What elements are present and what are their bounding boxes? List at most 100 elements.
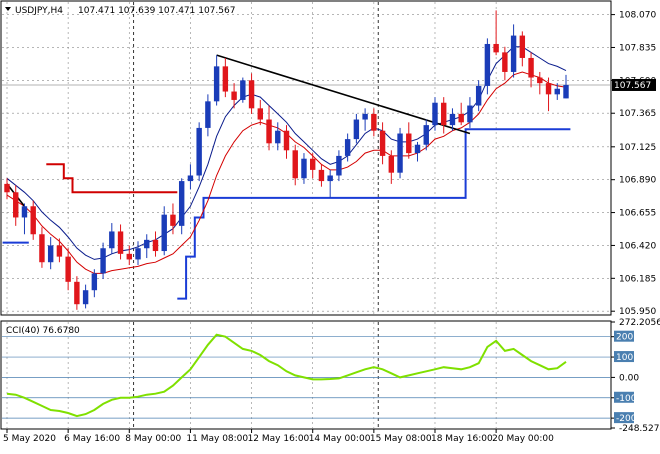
candle-bear bbox=[117, 231, 124, 254]
last-price-tag bbox=[612, 78, 656, 91]
candle-bull bbox=[240, 80, 246, 100]
candle-bull bbox=[144, 239, 150, 249]
candle-bull bbox=[91, 273, 98, 291]
time-tick-label: 12 May 16:00 bbox=[248, 434, 310, 444]
candle-bull bbox=[82, 290, 89, 305]
cci-level-tag bbox=[614, 351, 634, 363]
cci-tick-label: -200 bbox=[616, 414, 637, 424]
candle-bull bbox=[187, 175, 194, 182]
candle-bear bbox=[318, 169, 325, 182]
candle-bear bbox=[65, 256, 71, 282]
candle-bear bbox=[292, 150, 298, 179]
price-tick-label: 108.070 bbox=[619, 11, 656, 21]
candle-bear bbox=[388, 155, 395, 173]
time-tick-label: 5 May 2020 bbox=[3, 434, 56, 444]
candle-bear bbox=[248, 80, 255, 109]
candle-bull bbox=[109, 231, 115, 249]
time-tick-label: 14 May 00:00 bbox=[309, 434, 371, 444]
candle-bull bbox=[100, 248, 106, 274]
stop-line-red bbox=[46, 163, 178, 194]
cci-axis: 272.2056 200 100 0.00 -100 -200-248.5274 bbox=[611, 318, 660, 434]
candle-bull bbox=[397, 133, 403, 173]
cci-tick-label: -100 bbox=[616, 394, 637, 404]
cci-level-tag bbox=[614, 391, 634, 403]
candle-bull bbox=[467, 105, 473, 123]
candle-bear bbox=[266, 119, 272, 144]
candle-bull bbox=[135, 248, 141, 260]
candle-bull bbox=[362, 113, 368, 120]
candle-bear bbox=[13, 192, 19, 218]
candle-bull bbox=[554, 88, 560, 95]
stop-line-blue bbox=[177, 128, 571, 300]
candle-bear bbox=[30, 206, 36, 235]
candle-bull bbox=[484, 43, 491, 86]
cci-level-tag bbox=[614, 412, 634, 424]
candle-bear bbox=[371, 113, 377, 131]
candle-bull bbox=[510, 35, 517, 72]
grid bbox=[2, 2, 610, 428]
candle-bull bbox=[423, 125, 429, 145]
candle-bull bbox=[336, 155, 342, 176]
cci-tick-label: 272.2056 bbox=[619, 318, 660, 328]
price-tick-label: 107.125 bbox=[619, 143, 656, 153]
candle-bear bbox=[257, 108, 264, 120]
symbol-label: USDJPY,H4 bbox=[15, 6, 63, 16]
cci-line bbox=[6, 333, 567, 418]
candle-bear bbox=[537, 77, 543, 84]
time-tick-label: 11 May 08:00 bbox=[186, 434, 248, 444]
candle-bull bbox=[196, 127, 202, 176]
candle-bear bbox=[379, 130, 386, 156]
cci-tick-label: 200 bbox=[616, 333, 633, 343]
candle-bear bbox=[170, 214, 176, 226]
candle-bear bbox=[283, 130, 290, 151]
candle-bull bbox=[475, 85, 482, 106]
cci-level-tag bbox=[614, 330, 634, 342]
candle-bull bbox=[449, 113, 456, 126]
time-tick-label: 20 May 00:00 bbox=[492, 434, 554, 444]
price-tick-label: 106.185 bbox=[619, 274, 656, 284]
candle-bull bbox=[414, 144, 421, 154]
cci-tick-label: 0.00 bbox=[619, 373, 639, 383]
candle-bear bbox=[4, 183, 10, 193]
price-tick-label: 105.950 bbox=[619, 307, 656, 317]
candle-bear bbox=[519, 35, 526, 58]
candle-bull bbox=[344, 139, 351, 156]
indicator-lines bbox=[2, 46, 571, 418]
last-price-text: 107.567 bbox=[614, 81, 651, 91]
ma-fast-line bbox=[6, 71, 567, 274]
time-tick-label: 6 May 16:00 bbox=[64, 434, 120, 444]
candle-bear bbox=[441, 102, 447, 126]
cci-tick-label: 100 bbox=[616, 353, 633, 363]
dropdown-triangle-icon[interactable] bbox=[5, 7, 11, 11]
candle-bull bbox=[205, 101, 211, 128]
candle-bull bbox=[178, 181, 185, 226]
trendline bbox=[216, 54, 471, 135]
candle-bull bbox=[275, 130, 281, 144]
main-plot-frame bbox=[0, 0, 612, 316]
candle-bull bbox=[301, 158, 307, 179]
candle-bear bbox=[528, 57, 534, 78]
cci-tick-label: -248.5274 bbox=[619, 424, 660, 434]
cci-label: CCI(40) 76.6780 bbox=[6, 326, 80, 336]
candle-bear bbox=[309, 158, 316, 170]
price-axis: 108.070107.835107.600107.365107.125106.8… bbox=[611, 11, 656, 317]
candles bbox=[4, 10, 569, 310]
candle-bear bbox=[56, 245, 63, 257]
candle-bear bbox=[493, 43, 499, 53]
candle-bull bbox=[432, 102, 438, 126]
price-tick-label: 107.835 bbox=[619, 43, 656, 53]
candle-bull bbox=[353, 119, 360, 140]
cci-plot-frame bbox=[0, 320, 612, 430]
time-tick-label: 18 May 16:00 bbox=[431, 434, 493, 444]
candle-bear bbox=[231, 91, 237, 100]
price-tick-label: 107.365 bbox=[619, 109, 656, 119]
candle-bear bbox=[39, 234, 45, 263]
candle-bear bbox=[545, 83, 552, 95]
ohlc-label: 107.471 107.639 107.471 107.567 bbox=[78, 6, 235, 16]
candle-bear bbox=[406, 133, 412, 154]
candle-bear bbox=[222, 66, 229, 92]
candle-bull bbox=[161, 214, 167, 252]
time-tick-label: 15 May 08:00 bbox=[370, 434, 432, 444]
